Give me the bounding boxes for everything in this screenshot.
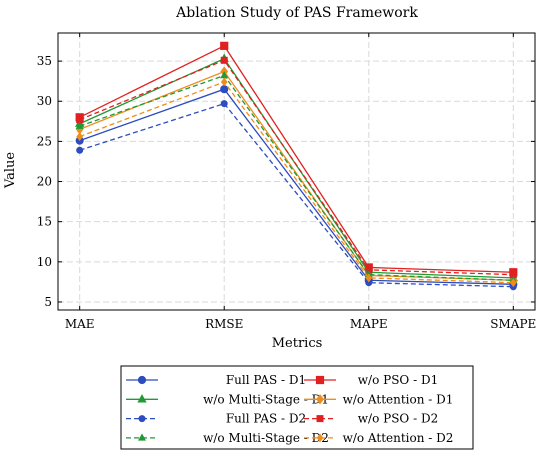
- data-point-marker: [138, 415, 146, 423]
- series-line: [79, 45, 514, 273]
- series-w-o-attention-d2: [76, 77, 517, 288]
- series-w-o-pso-d2: [76, 56, 517, 279]
- data-point-marker: [220, 41, 229, 50]
- legend-entry: w/o PSO - D1: [304, 373, 438, 387]
- y-tick-label: 20: [37, 175, 52, 189]
- legend-entry: w/o Attention - D2: [304, 431, 453, 445]
- data-point-marker: [75, 121, 84, 129]
- data-point-marker: [76, 146, 84, 154]
- data-point-marker: [220, 85, 229, 94]
- series-line: [79, 57, 514, 279]
- legend-entry: Full PAS - D2: [126, 412, 306, 426]
- legend-entry: w/o PSO - D2: [304, 412, 438, 426]
- series-full-pas-d2: [76, 100, 517, 291]
- data-point-marker: [365, 273, 373, 283]
- y-tick-label: 25: [37, 134, 52, 148]
- x-tick-label: MAE: [65, 317, 95, 331]
- x-tick-label: MAPE: [350, 317, 388, 331]
- data-point-marker: [316, 415, 324, 423]
- series-line: [79, 74, 514, 281]
- legend-entry: w/o Multi-Stage - D2: [126, 431, 329, 445]
- series-line: [79, 88, 514, 285]
- legend-label: w/o Attention - D2: [343, 431, 454, 445]
- y-tick-label: 30: [37, 94, 52, 108]
- y-tick-label: 10: [37, 255, 52, 269]
- data-point-marker: [76, 132, 84, 142]
- legend-label: w/o Multi-Stage - D2: [203, 431, 329, 445]
- data-point-marker: [509, 278, 517, 288]
- series-w-o-pso-d1: [75, 41, 518, 277]
- grid-layer: [58, 33, 535, 310]
- legend-label: w/o Attention - D1: [343, 392, 454, 406]
- chart-title: Ablation Study of PAS Framework: [175, 5, 418, 21]
- legend-entry: Full PAS - D1: [126, 373, 306, 387]
- legend-label: Full PAS - D1: [226, 373, 306, 387]
- plot-area: [57, 32, 536, 311]
- data-point-marker: [137, 394, 147, 403]
- data-point-marker: [315, 375, 325, 385]
- data-point-marker: [137, 375, 147, 385]
- series-w-o-multi-stage-d1: [75, 53, 518, 282]
- tick-layer: 5 10 15 20 25 30 35 MAE RMSE MAPE SMAPE: [37, 33, 536, 331]
- data-point-marker: [220, 56, 228, 64]
- legend-entry: w/o Attention - D1: [304, 392, 453, 406]
- x-axis-label: Metrics: [272, 336, 323, 351]
- y-tick-label: 15: [37, 215, 52, 229]
- legend-box: [120, 365, 474, 450]
- legend-entry: w/o Multi-Stage - D1: [126, 392, 329, 406]
- data-point-marker: [138, 433, 146, 441]
- legend-items: Full PAS - D1 w/o PSO - D1 w/o Multi-Stage…: [126, 373, 453, 445]
- series-layer: [75, 41, 518, 291]
- series-w-o-multi-stage-d2: [75, 71, 518, 284]
- legend-label: w/o Multi-Stage - D1: [203, 392, 329, 406]
- x-tick-label: RMSE: [205, 317, 243, 331]
- legend-label: w/o PSO - D2: [358, 412, 438, 426]
- data-point-marker: [220, 77, 228, 87]
- series-line: [79, 102, 514, 288]
- legend: Full PAS - D1 w/o PSO - D1 w/o Multi-Stage…: [120, 365, 474, 450]
- data-point-marker: [220, 100, 228, 108]
- legend-label: w/o PSO - D1: [358, 373, 438, 387]
- data-point-marker: [316, 394, 324, 405]
- y-tick-label: 5: [44, 295, 52, 309]
- y-tick-label: 35: [37, 54, 52, 68]
- legend-label: Full PAS - D2: [226, 412, 306, 426]
- x-tick-label: SMAPE: [490, 317, 536, 331]
- series-line: [79, 81, 514, 284]
- y-axis-label: Value: [3, 152, 18, 189]
- series-line: [79, 59, 514, 276]
- data-point-marker: [316, 433, 324, 443]
- series-full-pas-d1: [75, 85, 518, 289]
